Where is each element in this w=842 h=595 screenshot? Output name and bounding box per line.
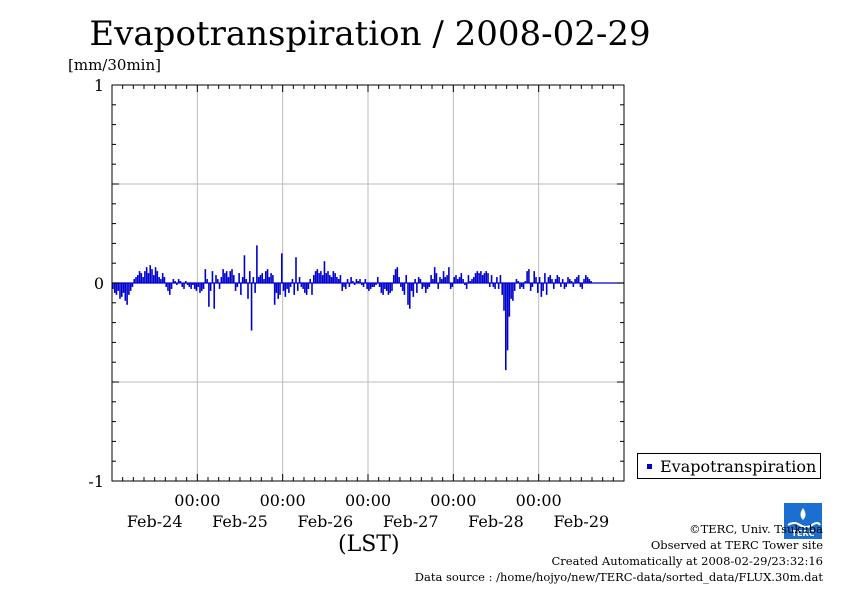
tick-labels: 1 0 -1 00:00 00:00 00:00 00:00 00:00 Feb-24 Feb-2…: [88, 76, 609, 531]
data-source-text: Data source : /home/hojyo/new/TERC-data/…: [414, 570, 823, 584]
terc-logo-icon: TERC: [784, 503, 822, 539]
chart-title: Evapotranspiration / 2008-02-29: [89, 14, 651, 54]
axis-ticks: [112, 84, 624, 482]
x-time-label: 00:00: [260, 491, 306, 510]
y-tick-label: 1: [94, 76, 104, 95]
x-day-label: Feb-28: [468, 512, 524, 531]
x-time-label: 00:00: [345, 491, 391, 510]
footer: ©TERC, Univ. Tsukuba Observed at TERC To…: [415, 521, 823, 585]
x-day-label: Feb-27: [383, 512, 439, 531]
y-tick-label: 0: [94, 274, 104, 293]
legend-label: Evapotranspiration: [660, 456, 817, 476]
series-bars: [112, 245, 624, 371]
x-day-label: Feb-26: [297, 512, 353, 531]
x-time-label: 00:00: [516, 491, 562, 510]
y-tick-label: -1: [88, 472, 104, 491]
x-day-label: Feb-29: [553, 512, 609, 531]
x-day-label: Feb-25: [212, 512, 268, 531]
copyright-text: ©TERC, Univ. Tsukuba: [689, 522, 823, 536]
x-time-label: 00:00: [174, 491, 220, 510]
created-text: Created Automatically at 2008-02-29/23:3…: [551, 554, 824, 568]
y-axis-label: [mm/30min]: [68, 56, 161, 74]
legend: Evapotranspiration: [637, 453, 821, 479]
x-day-label: Feb-24: [127, 512, 183, 531]
observed-text: Observed at TERC Tower site: [650, 538, 823, 552]
logo-text: TERC: [792, 529, 815, 538]
x-time-label: 00:00: [430, 491, 476, 510]
x-axis-label: (LST): [338, 532, 400, 557]
legend-swatch: [647, 463, 652, 469]
